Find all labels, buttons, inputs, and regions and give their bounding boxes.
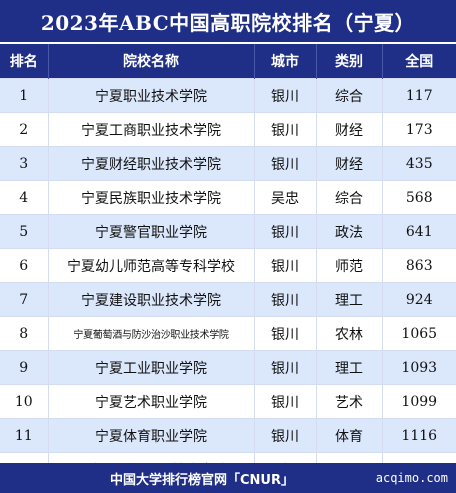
footer-bar: 中国大学排行榜官网「CNUR」 acqimo.com <box>0 463 456 493</box>
table-row: 9 宁夏工业职业学院 银川 理工 1093 <box>0 350 456 385</box>
school-cell: 宁夏葡萄酒与防沙治沙职业技术学院 <box>48 316 255 351</box>
table-row: 7 宁夏建设职业技术学院 银川 理工 924 <box>0 282 456 317</box>
header-city: 城市 <box>254 44 317 79</box>
rank-cell: 4 <box>0 180 49 215</box>
national-rank-cell: 924 <box>382 282 456 317</box>
city-cell: 银川 <box>254 214 317 249</box>
city-cell: 银川 <box>254 248 317 283</box>
header-national: 全国 <box>382 44 456 79</box>
school-cell: 宁夏警官职业学院 <box>48 214 255 249</box>
national-rank-cell: 1099 <box>382 384 456 419</box>
school-cell: 宁夏建设职业技术学院 <box>48 282 255 317</box>
school-cell: 宁夏幼儿师范高等专科学校 <box>48 248 255 283</box>
type-cell: 综合 <box>316 180 383 215</box>
type-cell: 师范 <box>316 248 383 283</box>
rank-cell: 6 <box>0 248 49 283</box>
city-cell: 银川 <box>254 384 317 419</box>
table-row: 4 宁夏民族职业技术学院 吴忠 综合 568 <box>0 180 456 215</box>
type-cell: 艺术 <box>316 384 383 419</box>
type-cell: 理工 <box>316 282 383 317</box>
rank-cell: 11 <box>0 418 49 453</box>
national-rank-cell: 641 <box>382 214 456 249</box>
city-cell: 银川 <box>254 282 317 317</box>
school-cell: 宁夏工商职业技术学院 <box>48 112 255 147</box>
table-row: 3 宁夏财经职业技术学院 银川 财经 435 <box>0 146 456 181</box>
city-cell: 吴忠 <box>254 180 317 215</box>
national-rank-cell: 173 <box>382 112 456 147</box>
type-cell: 财经 <box>316 146 383 181</box>
ranking-table: 排名 院校名称 城市 类别 全国 1 宁夏职业技术学院 银川 综合 117 2 … <box>0 44 456 486</box>
national-rank-cell: 1116 <box>382 418 456 453</box>
footer-source: 中国大学排行榜官网「CNUR」 <box>110 472 294 488</box>
national-rank-cell: 1065 <box>382 316 456 351</box>
type-cell: 财经 <box>316 112 383 147</box>
type-cell: 政法 <box>316 214 383 249</box>
rank-cell: 10 <box>0 384 49 419</box>
national-rank-cell: 568 <box>382 180 456 215</box>
city-cell: 银川 <box>254 316 317 351</box>
table-row: 2 宁夏工商职业技术学院 银川 财经 173 <box>0 112 456 147</box>
table-row: 10 宁夏艺术职业学院 银川 艺术 1099 <box>0 384 456 419</box>
national-rank-cell: 435 <box>382 146 456 181</box>
rank-cell: 7 <box>0 282 49 317</box>
table-row: 6 宁夏幼儿师范高等专科学校 银川 师范 863 <box>0 248 456 283</box>
city-cell: 银川 <box>254 146 317 181</box>
table-row: 11 宁夏体育职业学院 银川 体育 1116 <box>0 418 456 453</box>
school-cell: 宁夏工业职业学院 <box>48 350 255 385</box>
footer-watermark: acqimo.com <box>375 471 448 485</box>
city-cell: 银川 <box>254 78 317 113</box>
type-cell: 综合 <box>316 78 383 113</box>
header-type: 类别 <box>316 44 383 79</box>
school-cell: 宁夏体育职业学院 <box>48 418 255 453</box>
rank-cell: 5 <box>0 214 49 249</box>
type-cell: 农林 <box>316 316 383 351</box>
header-school: 院校名称 <box>48 44 255 79</box>
rank-cell: 3 <box>0 146 49 181</box>
rank-cell: 9 <box>0 350 49 385</box>
table-row: 8 宁夏葡萄酒与防沙治沙职业技术学院 银川 农林 1065 <box>0 316 456 351</box>
national-rank-cell: 117 <box>382 78 456 113</box>
city-cell: 银川 <box>254 418 317 453</box>
header-rank: 排名 <box>0 44 49 79</box>
page-title: 2023年ABC中国高职院校排名（宁夏） <box>0 0 456 42</box>
school-cell: 宁夏财经职业技术学院 <box>48 146 255 181</box>
table-row: 5 宁夏警官职业学院 银川 政法 641 <box>0 214 456 249</box>
city-cell: 银川 <box>254 112 317 147</box>
type-cell: 理工 <box>316 350 383 385</box>
type-cell: 体育 <box>316 418 383 453</box>
city-cell: 银川 <box>254 350 317 385</box>
school-cell: 宁夏艺术职业学院 <box>48 384 255 419</box>
rank-cell: 8 <box>0 316 49 351</box>
school-cell: 宁夏职业技术学院 <box>48 78 255 113</box>
school-cell: 宁夏民族职业技术学院 <box>48 180 255 215</box>
table-row: 1 宁夏职业技术学院 银川 综合 117 <box>0 78 456 113</box>
table-header-row: 排名 院校名称 城市 类别 全国 <box>0 44 456 79</box>
national-rank-cell: 1093 <box>382 350 456 385</box>
national-rank-cell: 863 <box>382 248 456 283</box>
rank-cell: 1 <box>0 78 49 113</box>
rank-cell: 2 <box>0 112 49 147</box>
